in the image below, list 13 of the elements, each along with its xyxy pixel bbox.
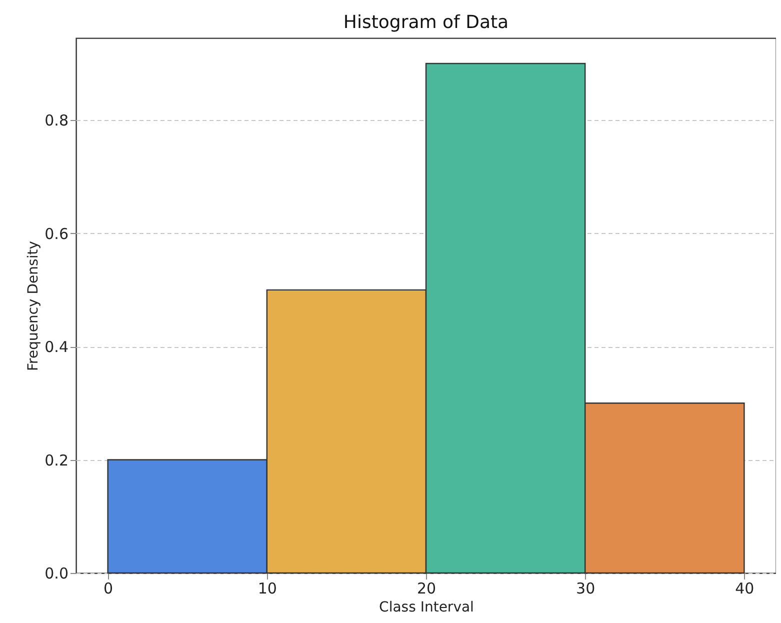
chart-title: Histogram of Data	[343, 12, 509, 33]
y-tick-label: 0.2	[44, 451, 68, 470]
x-axis-title: Class Interval	[379, 600, 474, 616]
x-tick-label: 40	[735, 580, 754, 598]
y-tick-label: 0.6	[44, 224, 68, 243]
x-tick-label: 30	[576, 580, 596, 598]
y-tick-label: 0.4	[44, 338, 68, 356]
x-tick-label: 20	[416, 580, 436, 598]
x-tick-label: 10	[258, 580, 277, 598]
y-tick-label: 0.8	[44, 112, 68, 130]
y-axis-title: Frequency Density	[26, 241, 42, 371]
x-tick-label: 0	[104, 580, 114, 598]
y-tick-label: 0.0	[44, 564, 68, 582]
